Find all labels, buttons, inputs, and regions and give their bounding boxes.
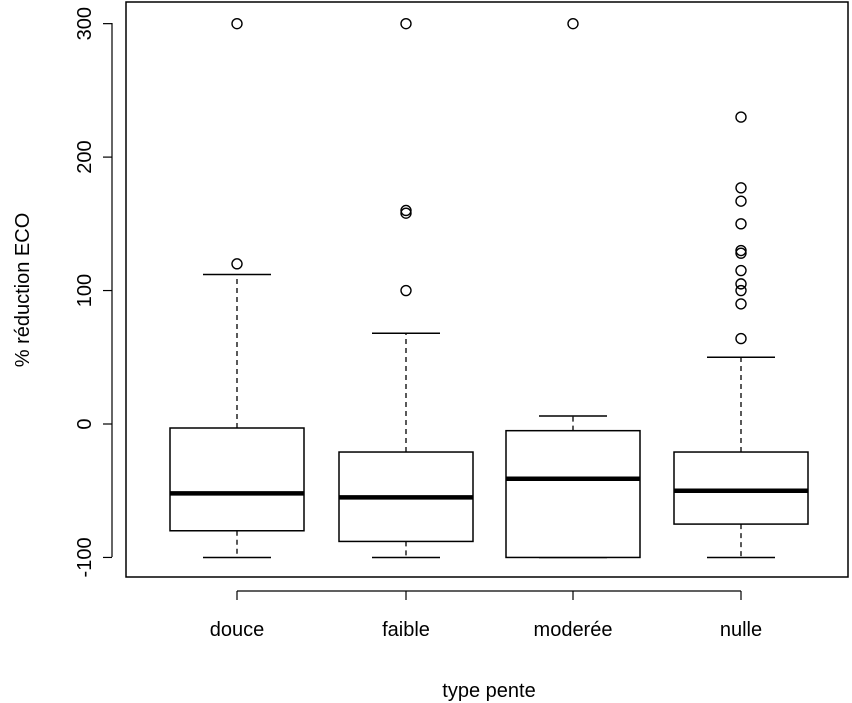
outlier-point (735, 111, 747, 123)
y-tick-label: 300 (74, 7, 96, 40)
outlier-point (567, 17, 579, 30)
box-group-faible (338, 17, 474, 559)
outlier-point (735, 264, 747, 277)
outlier-point (735, 278, 747, 290)
box-group-nulle (673, 111, 809, 559)
y-axis-title: % réduction ECO (12, 213, 34, 368)
y-tick-label: -100 (74, 537, 96, 577)
box-iqr (169, 427, 305, 532)
outlier-point (400, 284, 412, 297)
outlier-point (735, 182, 747, 194)
outlier-point (735, 247, 747, 259)
y-axis: -100 0 100 200 300 (74, 7, 113, 577)
outlier-point (735, 298, 747, 310)
outlier-point (400, 207, 412, 219)
x-tick-label: faible (382, 619, 430, 641)
x-tick-label: douce (210, 619, 265, 641)
y-tick-label: 200 (74, 140, 96, 173)
y-tick-label: 0 (74, 418, 96, 429)
box-group-moderée (505, 17, 641, 559)
x-tick-label: nulle (720, 619, 762, 641)
box-iqr (505, 429, 641, 559)
box-iqr (673, 451, 809, 525)
outlier-point (735, 284, 747, 297)
y-tick-label: 100 (74, 274, 96, 307)
outlier-point (735, 332, 747, 345)
outlier-point (231, 17, 243, 30)
outlier-point (400, 17, 412, 30)
plot-frame (125, 1, 849, 578)
outlier-point (735, 195, 747, 207)
outlier-point (231, 258, 243, 270)
outlier-point (735, 218, 747, 230)
boxes-layer (169, 17, 809, 559)
box-group-douce (169, 17, 305, 559)
x-axis-title: type pente (442, 680, 535, 702)
x-axis: douce faible moderée nulle (210, 590, 762, 641)
x-tick-label: moderée (534, 619, 613, 641)
